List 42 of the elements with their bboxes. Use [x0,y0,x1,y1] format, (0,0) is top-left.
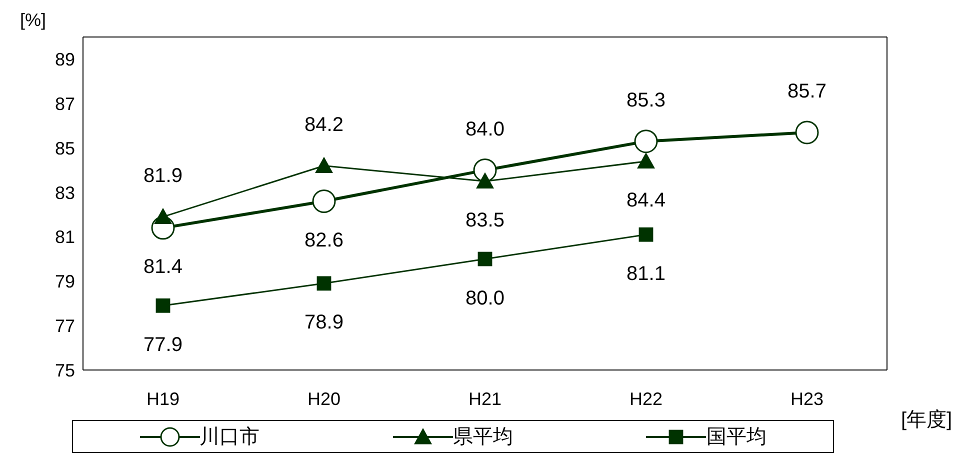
data-label: 84.4 [626,190,666,212]
data-label: 81.9 [144,165,182,188]
x-tick-label: H21 [468,388,502,409]
point [634,130,658,154]
point [478,252,492,266]
y-tick-label: 87 [54,94,75,114]
data-label: 84.2 [304,114,344,136]
point [154,208,172,224]
y-tick-label: 89 [54,50,75,70]
point [312,190,336,214]
x-axis-title: [年度] [901,408,952,433]
data-label: 83.5 [466,210,504,232]
data-label: 81.4 [144,256,182,278]
point [315,156,333,173]
y-tick-label: 81 [54,227,75,248]
y-tick-label: 85 [54,138,75,158]
y-tick-label: 77 [54,316,75,336]
x-tick-label: H19 [146,388,180,409]
x-tick-label: H20 [307,388,341,409]
point [316,276,332,291]
data-label: 78.9 [304,312,344,334]
x-tick-label: H22 [629,388,663,409]
data-label: 85.7 [788,80,826,103]
point [476,172,494,188]
y-tick-label: 83 [54,182,75,203]
y-tick-label: 79 [54,272,75,292]
legend-label: 県平均 [452,425,513,450]
point [638,227,654,242]
data-label: 81.1 [626,262,666,285]
legend-label: 川口市 [200,425,260,450]
point [637,152,655,169]
x-tick-label: H23 [790,388,824,409]
y-axis-title: [%] [20,10,46,31]
point [795,120,819,144]
legend-label: 国平均 [706,425,766,450]
data-label: 77.9 [144,334,182,356]
data-label: 82.6 [304,230,344,252]
data-label: 85.3 [626,90,666,112]
point [156,298,170,313]
y-tick-label: 75 [54,360,75,380]
data-label: 80.0 [466,287,504,310]
data-label: 84.0 [466,118,504,140]
